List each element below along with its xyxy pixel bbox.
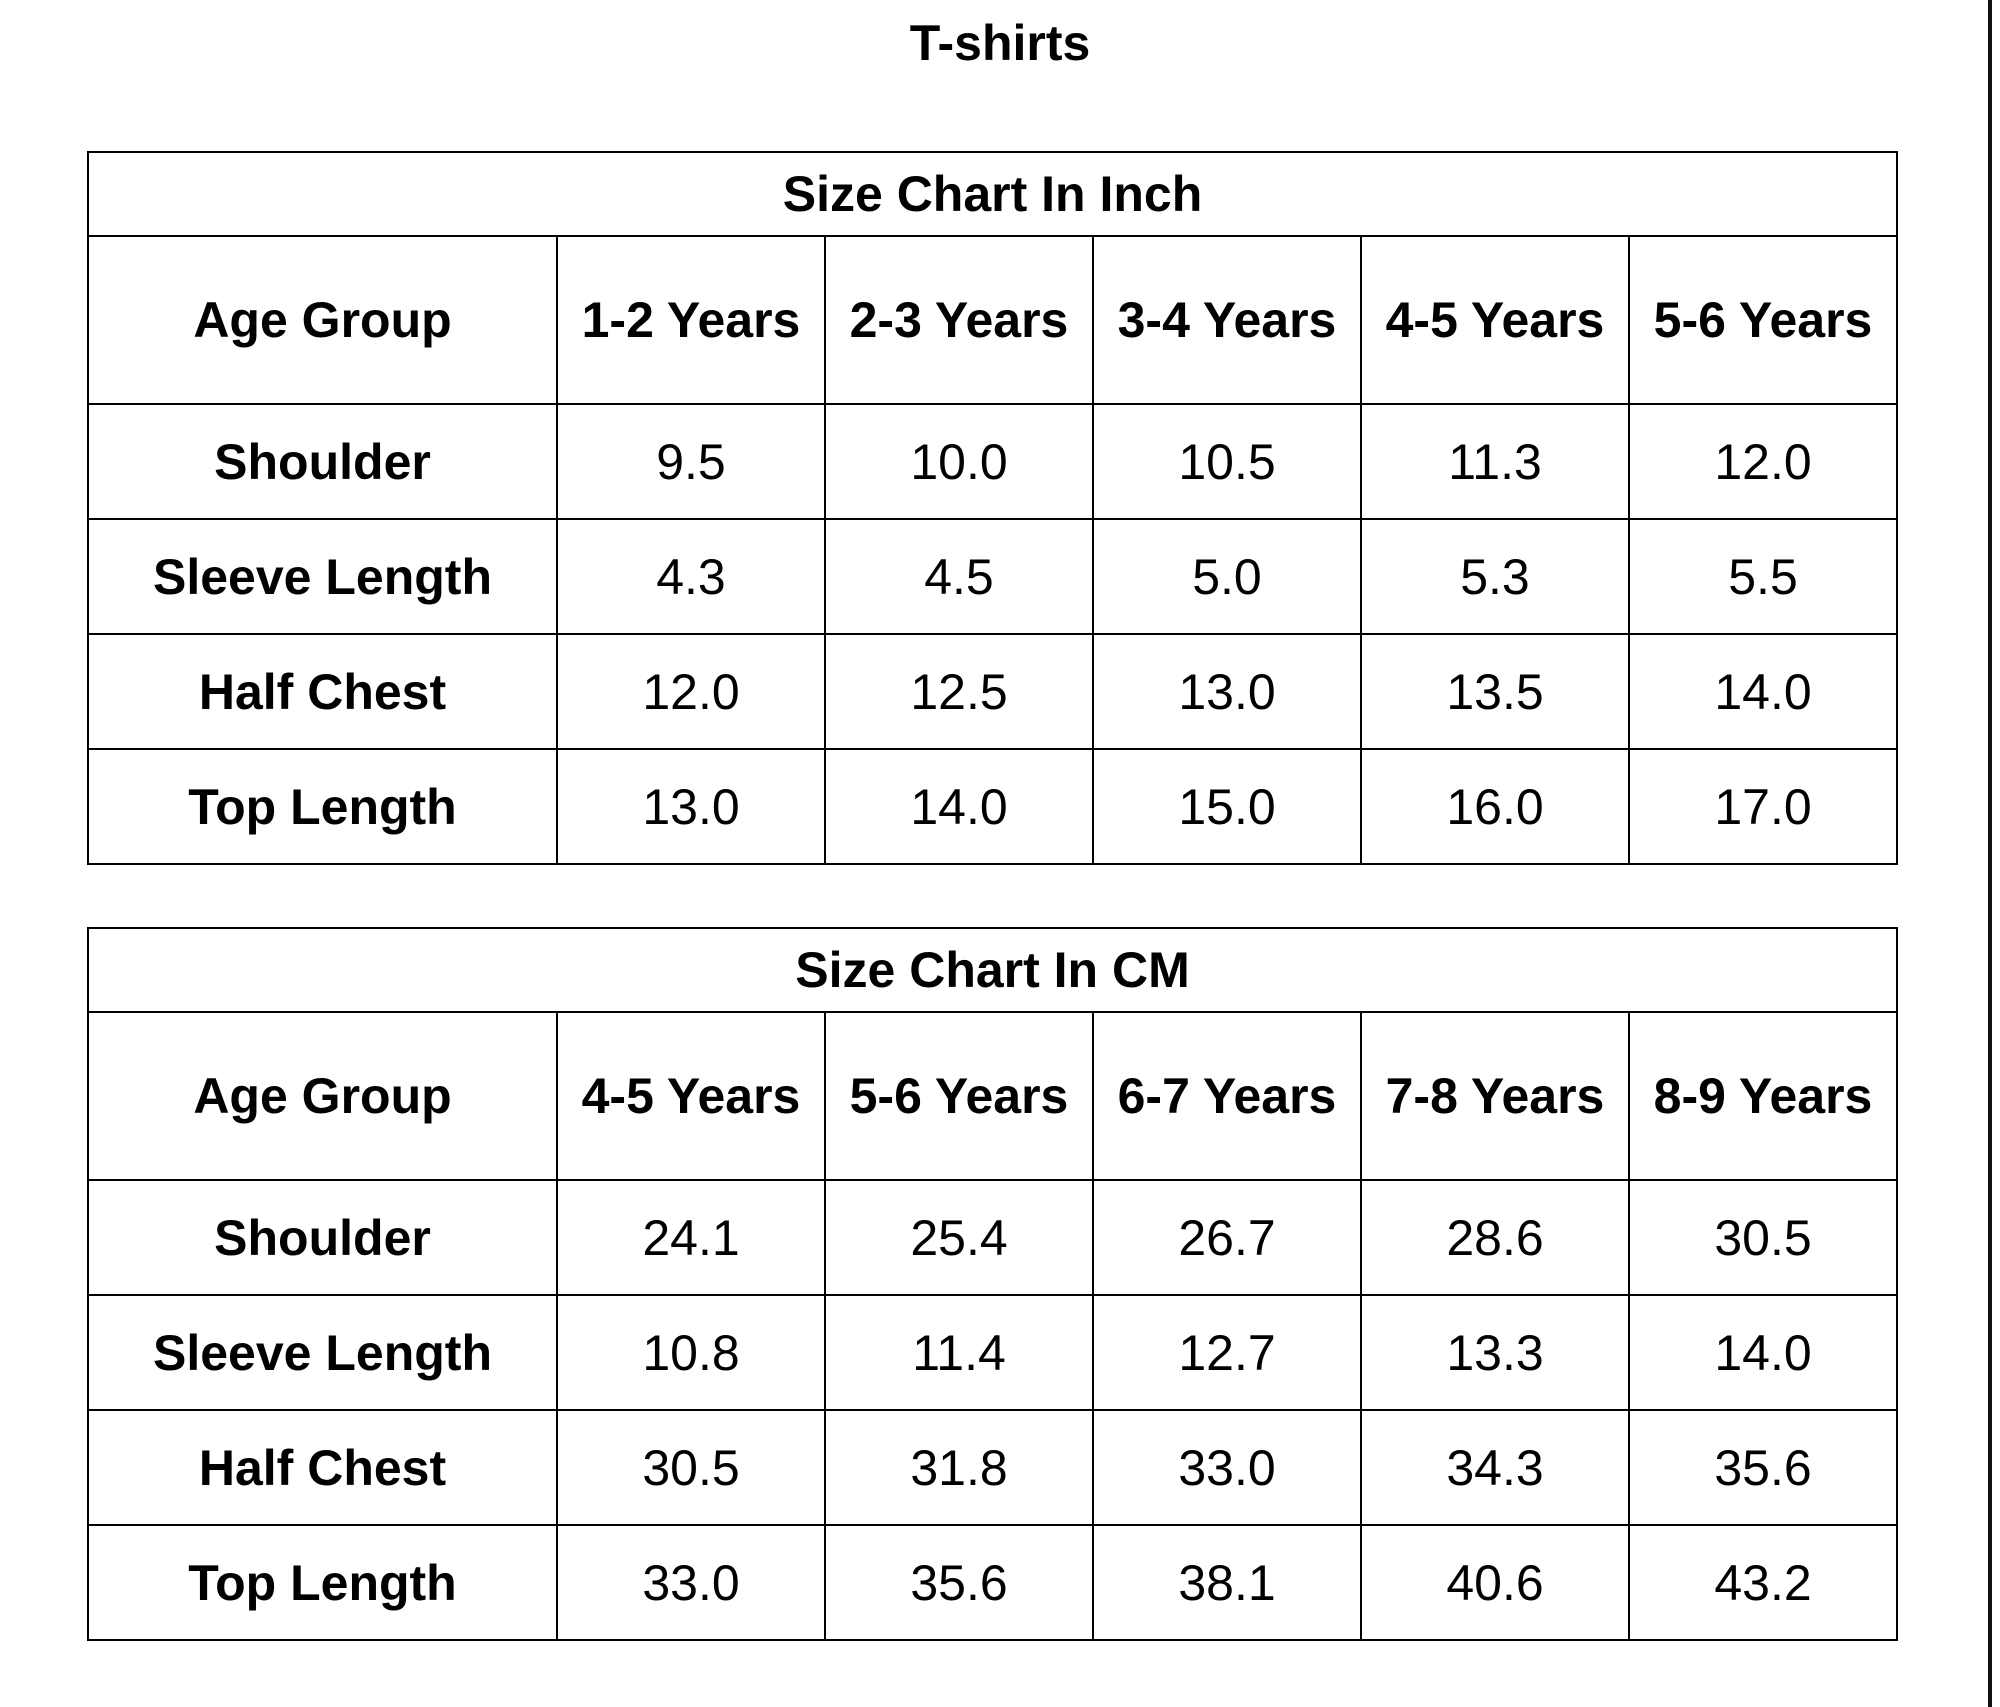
row-label: Top Length (87, 1524, 558, 1641)
header-cell: 5-6 Years (824, 1011, 1094, 1181)
cell: 16.0 (1360, 748, 1630, 865)
cell: 10.0 (824, 403, 1094, 520)
table-row: Shoulder 24.1 25.4 26.7 28.6 30.5 (87, 1179, 1899, 1296)
cell: 12.0 (556, 633, 826, 750)
cell: 24.1 (556, 1179, 826, 1296)
cell: 43.2 (1627, 1524, 1899, 1641)
cell: 5.3 (1360, 518, 1630, 635)
cell: 5.0 (1092, 518, 1362, 635)
cell: 25.4 (824, 1179, 1094, 1296)
table-row: Top Length 13.0 14.0 15.0 16.0 17.0 (87, 748, 1899, 865)
row-label: Shoulder (87, 1179, 558, 1296)
cell: 13.3 (1360, 1294, 1630, 1411)
header-cell: 5-6 Years (1627, 235, 1899, 405)
caption-row: Size Chart In CM (86, 927, 1899, 1013)
header-cell: 8-9 Years (1627, 1011, 1899, 1181)
cell: 11.4 (824, 1294, 1094, 1411)
header-cell: 1-2 Years (556, 235, 826, 405)
cell: 14.0 (1627, 1294, 1899, 1411)
table-row: Half Chest 12.0 12.5 13.0 13.5 14.0 (87, 633, 1899, 750)
cell: 4.5 (824, 518, 1094, 635)
header-cell: 3-4 Years (1092, 235, 1362, 405)
cell: 9.5 (556, 403, 826, 520)
cell: 26.7 (1092, 1179, 1362, 1296)
caption-row: Size Chart In Inch (86, 151, 1899, 237)
cell: 38.1 (1092, 1524, 1362, 1641)
row-label: Half Chest (87, 633, 558, 750)
cell: 12.5 (824, 633, 1094, 750)
cell: 30.5 (556, 1409, 826, 1526)
cell: 14.0 (824, 748, 1094, 865)
header-cell: 7-8 Years (1360, 1011, 1630, 1181)
cell: 12.0 (1627, 403, 1899, 520)
header-row: Age Group 4-5 Years 5-6 Years 6-7 Years 7-8 … (87, 1011, 1899, 1181)
cell: 40.6 (1360, 1524, 1630, 1641)
cell: 17.0 (1627, 748, 1899, 865)
cell: 13.0 (1092, 633, 1362, 750)
cell: 33.0 (1092, 1409, 1362, 1526)
table-row: Sleeve Length 4.3 4.5 5.0 5.3 5.5 (87, 518, 1899, 635)
header-cell: 4-5 Years (1360, 235, 1630, 405)
size-table: Size Chart In Inch Age Group 1-2 Years 2-3 … (86, 151, 1899, 865)
header-cell: 2-3 Years (824, 235, 1094, 405)
header-row: Age Group 1-2 Years 2-3 Years 3-4 Years 4-5 … (87, 235, 1899, 405)
cell: 14.0 (1627, 633, 1899, 750)
header-cell: Age Group (87, 235, 558, 405)
cell: 30.5 (1627, 1179, 1899, 1296)
window-edge (1988, 0, 1992, 1707)
cell: 10.5 (1092, 403, 1362, 520)
header-cell: 6-7 Years (1092, 1011, 1362, 1181)
header-cell: 4-5 Years (556, 1011, 826, 1181)
cell: 35.6 (824, 1524, 1094, 1641)
table-caption: Size Chart In Inch (86, 151, 1899, 237)
cell: 28.6 (1360, 1179, 1630, 1296)
table-caption: Size Chart In CM (86, 927, 1899, 1013)
table-row: Shoulder 9.5 10.0 10.5 11.3 12.0 (87, 403, 1899, 520)
cell: 10.8 (556, 1294, 826, 1411)
row-label: Shoulder (87, 403, 558, 520)
table-row: Sleeve Length 10.8 11.4 12.7 13.3 14.0 (87, 1294, 1899, 1411)
cell: 13.5 (1360, 633, 1630, 750)
cell: 15.0 (1092, 748, 1362, 865)
cell: 31.8 (824, 1409, 1094, 1526)
row-label: Top Length (87, 748, 558, 865)
row-label: Sleeve Length (87, 518, 558, 635)
cell: 33.0 (556, 1524, 826, 1641)
size-table: Size Chart In CM Age Group 4-5 Years 5-6 Ye… (86, 927, 1899, 1641)
cell: 12.7 (1092, 1294, 1362, 1411)
header-cell: Age Group (87, 1011, 558, 1181)
page-title: T-shirts (909, 15, 1091, 71)
cell: 4.3 (556, 518, 826, 635)
cell: 5.5 (1627, 518, 1899, 635)
cell: 35.6 (1627, 1409, 1899, 1526)
table-row: Top Length 33.0 35.6 38.1 40.6 43.2 (87, 1524, 1899, 1641)
cell: 11.3 (1360, 403, 1630, 520)
cell: 34.3 (1360, 1409, 1630, 1526)
table-row: Half Chest 30.5 31.8 33.0 34.3 35.6 (87, 1409, 1899, 1526)
cell: 13.0 (556, 748, 826, 865)
row-label: Sleeve Length (87, 1294, 558, 1411)
row-label: Half Chest (87, 1409, 558, 1526)
